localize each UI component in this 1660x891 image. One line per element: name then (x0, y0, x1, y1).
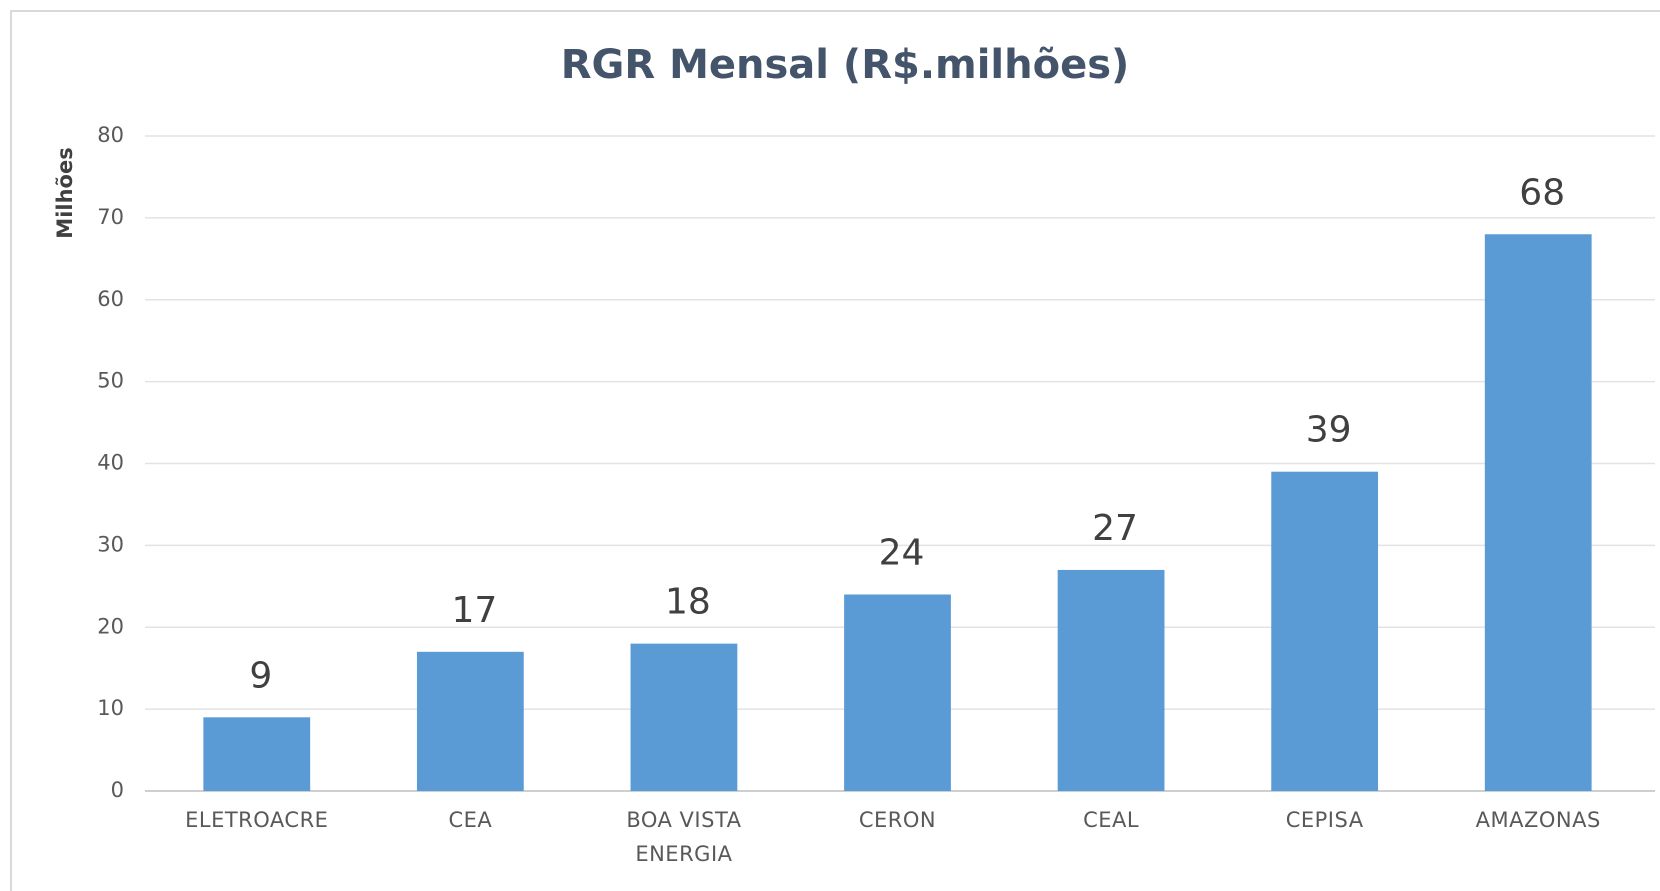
x-tick-label: CERON (858, 808, 937, 832)
data-label: 24 (879, 533, 925, 574)
y-axis-label: Milhões (53, 147, 77, 238)
x-tick-label: CEA (448, 808, 493, 832)
y-tick-label: 80 (97, 123, 124, 147)
data-label: 17 (451, 590, 497, 631)
bar (1271, 471, 1379, 791)
data-label: 68 (1519, 172, 1565, 213)
x-tick-label: AMAZONAS (1475, 808, 1601, 832)
y-tick-label: 50 (97, 369, 124, 393)
x-tick-label: BOA VISTA ENERGIA (626, 808, 742, 866)
y-tick-label: 0 (111, 778, 124, 802)
data-label: 18 (665, 582, 711, 623)
chart-frame (10, 10, 1660, 891)
data-label: 27 (1092, 508, 1138, 549)
bar (1484, 234, 1592, 791)
bar (844, 594, 951, 791)
chart-title: RGR Mensal (R$.milhões) (561, 42, 1130, 88)
bar (1057, 569, 1165, 791)
y-tick-label: 70 (97, 205, 124, 229)
y-tick-label: 40 (97, 451, 124, 475)
y-tick-label: 10 (97, 696, 124, 720)
data-label: 9 (249, 655, 272, 696)
bar (630, 643, 738, 791)
x-tick-label: CEAL (1083, 808, 1140, 832)
y-tick-label: 20 (97, 614, 124, 638)
x-tick-label: CEPISA (1285, 808, 1364, 832)
x-tick-label: ELETROACRE (185, 808, 329, 832)
bar (203, 717, 311, 791)
data-label: 39 (1306, 410, 1352, 451)
y-tick-label: 60 (97, 287, 124, 311)
bar (416, 651, 524, 791)
y-tick-label: 30 (97, 532, 124, 556)
